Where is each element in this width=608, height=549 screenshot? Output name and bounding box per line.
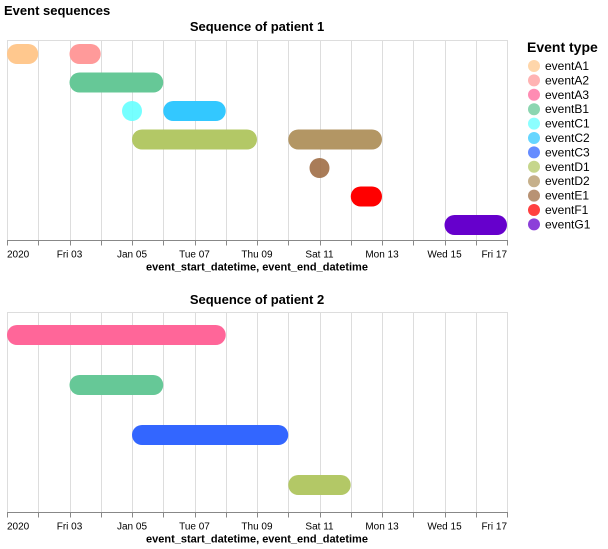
legend-label: eventC2 (545, 131, 590, 145)
event-bar-eventC3 (132, 425, 289, 445)
x-tick-label: Fri 17 (481, 250, 507, 261)
chart-title: Sequence of patient 1 (190, 19, 324, 34)
x-tick-label: Jan 05 (117, 522, 147, 533)
legend-title: Event type (527, 39, 598, 55)
legend-swatch-eventF1 (528, 204, 540, 216)
legend-swatch-eventD1 (528, 160, 540, 173)
event-bar-eventG1 (444, 215, 507, 235)
event-bar-eventC2 (163, 101, 226, 121)
legend-label: eventF1 (545, 203, 589, 217)
x-tick-label: Fri 03 (57, 522, 83, 533)
x-axis-title: event_start_datetime, event_end_datetime (146, 262, 368, 274)
event-bar-eventD1 (288, 475, 351, 495)
legend-swatch-eventG1 (528, 218, 540, 231)
x-tick-label: 2020 (7, 250, 30, 261)
legend: Event typeeventA1eventA2eventA3eventB1ev… (527, 39, 598, 231)
x-tick-label: Tue 07 (179, 250, 210, 261)
event-bar-eventA3 (7, 325, 226, 345)
chart-title: Sequence of patient 2 (190, 292, 324, 307)
legend-swatch-eventD2 (528, 175, 540, 188)
x-tick-label: Thu 09 (241, 522, 273, 533)
x-axis-title: event_start_datetime, event_end_datetime (146, 534, 368, 546)
legend-label: eventA2 (545, 73, 589, 87)
event-point-eventE1 (309, 158, 330, 178)
chart-patient-1: Sequence of patient 1 2020 Fri 03 Jan 05 Tue… (7, 19, 508, 274)
legend-swatch-eventE1 (528, 189, 540, 202)
x-tick-label: Fri 17 (481, 522, 507, 533)
page-title: Event sequences (4, 3, 111, 18)
legend-label: eventB1 (545, 102, 589, 116)
legend-label: eventC3 (545, 145, 590, 159)
x-tick-label: Mon 13 (365, 522, 399, 533)
event-bar-eventA2 (69, 44, 101, 64)
legend-label: eventA1 (545, 59, 589, 73)
x-tick-label: Jan 05 (117, 250, 147, 261)
legend-swatch-eventC3 (528, 146, 540, 159)
chart-patient-2: Sequence of patient 2 2020 Fri 03 Jan 05 Tue… (7, 292, 508, 546)
x-tick-label: Wed 15 (427, 250, 462, 261)
x-tick-label: Fri 03 (57, 250, 83, 261)
event-bar-eventD1 (132, 129, 257, 150)
event-bar-eventA1 (7, 44, 39, 64)
legend-swatch-eventB1 (528, 103, 540, 116)
x-tick-label: Mon 13 (365, 250, 399, 261)
event-bar-eventB1 (69, 72, 164, 93)
legend-label: eventD2 (545, 174, 590, 188)
x-tick-label: 2020 (7, 522, 30, 533)
x-tick-label: Tue 07 (179, 522, 210, 533)
x-tick-label: Thu 09 (241, 250, 273, 261)
legend-label: eventG1 (545, 217, 591, 231)
legend-swatch-eventC2 (528, 132, 540, 144)
legend-label: eventA3 (545, 88, 589, 102)
x-tick-label: Sat 11 (305, 250, 334, 261)
legend-swatch-eventA2 (528, 74, 540, 87)
legend-label: eventE1 (545, 189, 589, 203)
legend-swatch-eventA1 (528, 60, 540, 72)
event-bar-eventD2 (288, 129, 382, 150)
legend-swatch-eventC1 (528, 117, 540, 130)
legend-label: eventD1 (545, 160, 590, 174)
event-bar-eventF1 (350, 186, 382, 207)
event-point-eventC1 (122, 101, 142, 121)
x-tick-label: Wed 15 (427, 522, 462, 533)
legend-swatch-eventA3 (528, 88, 540, 101)
event-bar-eventB1 (69, 375, 164, 395)
legend-label: eventC1 (545, 117, 590, 131)
x-tick-label: Sat 11 (305, 522, 334, 533)
